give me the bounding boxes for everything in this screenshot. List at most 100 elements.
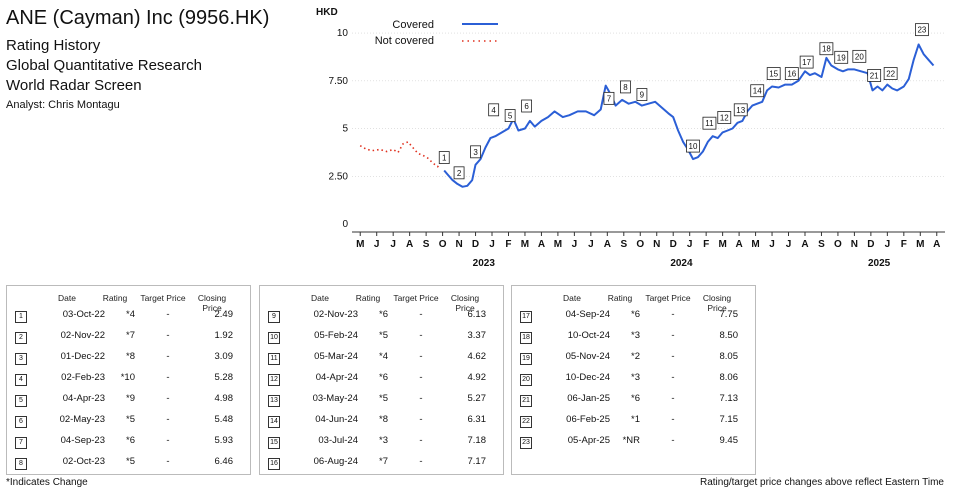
rating-marker-label: 17 xyxy=(802,58,811,67)
cell-date: 05-Feb-24 xyxy=(314,330,358,341)
rating-marker-box xyxy=(620,80,631,94)
cell-target: - xyxy=(419,393,423,404)
row-marker-number: 6 xyxy=(15,416,27,428)
rating-marker-label: 15 xyxy=(769,70,778,79)
row-marker-number: 20 xyxy=(520,374,532,386)
row-marker-number: 10 xyxy=(268,332,280,344)
rating-table-2: Date Rating Target Price Closing Price 9 02-N… xyxy=(259,285,504,475)
cell-close: 5.48 xyxy=(214,414,234,425)
rating-marker-box xyxy=(819,42,834,56)
y-axis-label: HKD xyxy=(316,7,338,18)
x-tick-label: M xyxy=(718,239,726,250)
x-tick-label: S xyxy=(423,239,430,250)
cell-date: 04-Sep-23 xyxy=(60,435,105,446)
table-header: Date Rating Target Price Closing Price xyxy=(512,293,755,313)
cell-date: 05-Nov-24 xyxy=(565,351,610,362)
x-tick-label: S xyxy=(818,239,825,250)
table-row: 2 02-Nov-22 *7 - 1.92 xyxy=(7,325,250,347)
cell-rating: *10 xyxy=(120,372,135,383)
cell-rating: *9 xyxy=(126,393,135,404)
cell-close: 7.17 xyxy=(467,456,487,467)
table-row: 18 10-Oct-24 *3 - 8.50 xyxy=(512,325,755,347)
cell-close: 5.27 xyxy=(467,393,487,404)
rating-marker-label: 7 xyxy=(607,94,612,103)
cell-target: - xyxy=(419,435,423,446)
rating-marker-box xyxy=(883,67,898,80)
x-tick-label: N xyxy=(653,239,660,250)
cell-rating: *7 xyxy=(126,330,135,341)
rating-marker-label: 6 xyxy=(524,102,529,111)
cell-close: 1.92 xyxy=(214,330,234,341)
row-marker-number: 16 xyxy=(268,458,280,470)
rating-marker-label: 5 xyxy=(508,112,513,121)
rating-marker-label: 9 xyxy=(640,91,645,100)
table-row: 5 04-Apr-23 *9 - 4.98 xyxy=(7,388,250,410)
cell-rating: *5 xyxy=(126,456,135,467)
cell-close: 7.15 xyxy=(719,414,739,425)
rating-marker-box xyxy=(453,166,465,180)
cell-target: - xyxy=(671,351,675,362)
rating-marker-box xyxy=(521,99,533,113)
table-header-cell: Closing Price xyxy=(702,293,732,313)
cell-rating: *7 xyxy=(379,456,388,467)
cell-date: 01-Dec-22 xyxy=(60,351,105,362)
x-tick-label: M xyxy=(356,239,364,250)
row-marker-number: 4 xyxy=(15,374,27,386)
table-header-cell: Closing Price xyxy=(197,293,227,313)
row-marker-number: 19 xyxy=(520,353,532,365)
table-header-cell: Date xyxy=(58,293,76,303)
rating-marker-box xyxy=(488,103,500,117)
table-row: 7 04-Sep-23 *6 - 5.93 xyxy=(7,430,250,452)
cell-close: 6.31 xyxy=(467,414,487,425)
rating-marker-box xyxy=(784,67,799,80)
cell-target: - xyxy=(671,414,675,425)
y-tick-label: 2.50 xyxy=(329,171,349,182)
x-tick-label: J xyxy=(374,239,380,250)
table-row: 22 06-Feb-25 *1 - 7.15 xyxy=(512,409,755,431)
table-row: 9 02-Nov-23 *6 - 6.13 xyxy=(260,304,503,326)
cell-rating: *3 xyxy=(631,372,640,383)
cell-target: - xyxy=(671,372,675,383)
x-tick-label: D xyxy=(670,239,677,250)
row-marker-number: 14 xyxy=(268,416,280,428)
cell-rating: *8 xyxy=(126,351,135,362)
cell-target: - xyxy=(671,309,675,320)
cell-close: 7.75 xyxy=(719,309,739,320)
x-tick-label: J xyxy=(390,239,396,250)
cell-target: - xyxy=(419,309,423,320)
table-row: 4 02-Feb-23 *10 - 5.28 xyxy=(7,367,250,389)
cell-target: - xyxy=(166,309,170,320)
cell-rating: *5 xyxy=(379,393,388,404)
x-tick-label: F xyxy=(505,239,511,250)
rating-marker-box xyxy=(504,109,516,122)
cell-rating: *3 xyxy=(631,330,640,341)
cell-date: 06-Jan-25 xyxy=(567,393,610,404)
rating-marker-box xyxy=(603,91,615,105)
row-marker-number: 12 xyxy=(268,374,280,386)
cell-close: 3.09 xyxy=(214,351,234,362)
x-tick-label: O xyxy=(439,239,447,250)
cell-close: 4.92 xyxy=(467,372,487,383)
table-row: 13 03-May-24 *5 - 5.27 xyxy=(260,388,503,410)
cell-rating: *6 xyxy=(631,393,640,404)
y-tick-label: 7.50 xyxy=(329,76,349,87)
rating-table-1: Date Rating Target Price Closing Price 1 03-O… xyxy=(6,285,251,475)
year-label: 2025 xyxy=(868,258,891,269)
analyst-name: Analyst: Chris Montagu xyxy=(6,99,120,111)
cell-date: 02-Feb-23 xyxy=(61,372,105,383)
table-row: 3 01-Dec-22 *8 - 3.09 xyxy=(7,346,250,368)
year-label: 2024 xyxy=(670,258,693,269)
table-row: 8 02-Oct-23 *5 - 6.46 xyxy=(7,451,250,473)
cell-date: 04-Sep-24 xyxy=(565,309,610,320)
cell-rating: *1 xyxy=(631,414,640,425)
rating-marker-label: 14 xyxy=(753,87,762,96)
table-header-cell: Date xyxy=(563,293,581,303)
cell-target: - xyxy=(166,393,170,404)
row-marker-number: 18 xyxy=(520,332,532,344)
row-marker-number: 23 xyxy=(520,437,532,449)
table-row: 21 06-Jan-25 *6 - 7.13 xyxy=(512,388,755,410)
rating-marker-box xyxy=(636,88,648,101)
table-header-cell: Target Price xyxy=(645,293,691,303)
x-tick-label: M xyxy=(554,239,562,250)
rating-marker-label: 18 xyxy=(822,45,831,54)
